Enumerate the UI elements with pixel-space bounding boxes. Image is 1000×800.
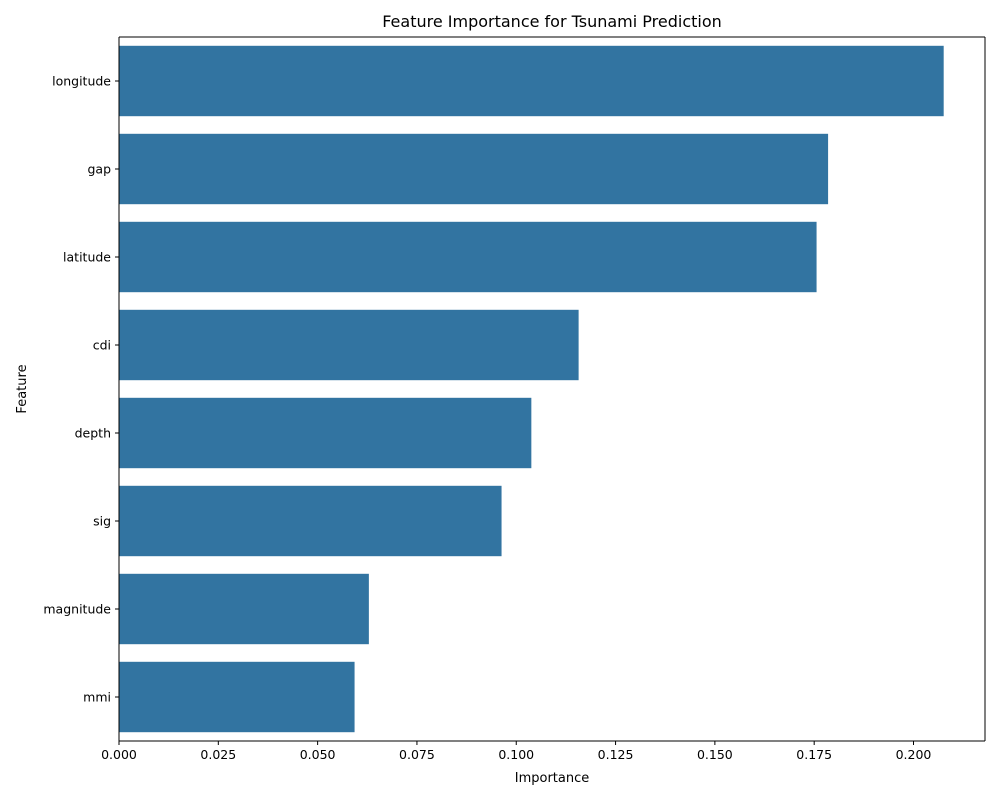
chart-title: Feature Importance for Tsunami Predictio… bbox=[382, 12, 722, 31]
x-tick-label-0.025: 0.025 bbox=[200, 747, 236, 762]
y-tick-label-sig: sig bbox=[93, 514, 111, 529]
x-tick-label-0.050: 0.050 bbox=[300, 747, 336, 762]
y-tick-label-magnitude: magnitude bbox=[43, 602, 111, 617]
bar-mmi bbox=[119, 661, 355, 733]
bars-group bbox=[119, 45, 944, 733]
x-tick-label-0.000: 0.000 bbox=[101, 747, 137, 762]
x-tick-label-0.200: 0.200 bbox=[896, 747, 932, 762]
y-tick-label-depth: depth bbox=[75, 426, 111, 441]
y-tick-label-cdi: cdi bbox=[93, 338, 111, 353]
bar-gap bbox=[119, 133, 829, 205]
bar-sig bbox=[119, 485, 502, 557]
x-tick-label-0.075: 0.075 bbox=[399, 747, 435, 762]
bar-depth bbox=[119, 397, 532, 469]
y-tick-label-gap: gap bbox=[87, 162, 111, 177]
bar-cdi bbox=[119, 309, 579, 381]
x-axis-ticks: 0.000 0.025 0.050 0.075 0.100 0.125 0.150 0.175… bbox=[101, 741, 931, 762]
y-tick-label-mmi: mmi bbox=[83, 690, 111, 705]
x-tick-label-0.175: 0.175 bbox=[796, 747, 832, 762]
bar-longitude bbox=[119, 45, 944, 117]
y-tick-label-latitude: latitude bbox=[63, 250, 111, 265]
x-tick-label-0.100: 0.100 bbox=[498, 747, 534, 762]
y-axis-label: Feature bbox=[15, 364, 30, 413]
bar-latitude bbox=[119, 221, 817, 293]
x-axis-label: Importance bbox=[515, 771, 590, 786]
y-axis-ticks: longitude gap latitude cdi depth sig magnitude… bbox=[43, 74, 119, 705]
x-tick-label-0.150: 0.150 bbox=[697, 747, 733, 762]
y-tick-label-longitude: longitude bbox=[52, 74, 111, 89]
bar-magnitude bbox=[119, 573, 369, 645]
x-tick-label-0.125: 0.125 bbox=[598, 747, 634, 762]
